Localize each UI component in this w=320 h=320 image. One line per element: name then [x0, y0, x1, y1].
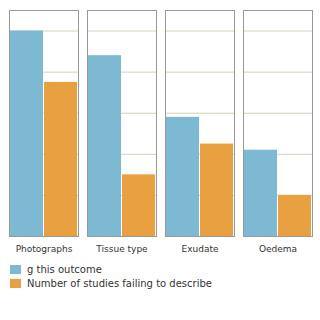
svg-text:Photographs: Photographs	[16, 244, 73, 254]
svg-text:Tissue type: Tissue type	[95, 244, 148, 254]
html-text:Number of studies failing to d: Number of studies failing to describe	[27, 278, 212, 289]
svg-text:Oedema: Oedema	[259, 244, 297, 254]
html-text:g this outcome: g this outcome	[27, 264, 102, 275]
svg-text:Exudate: Exudate	[181, 244, 218, 254]
